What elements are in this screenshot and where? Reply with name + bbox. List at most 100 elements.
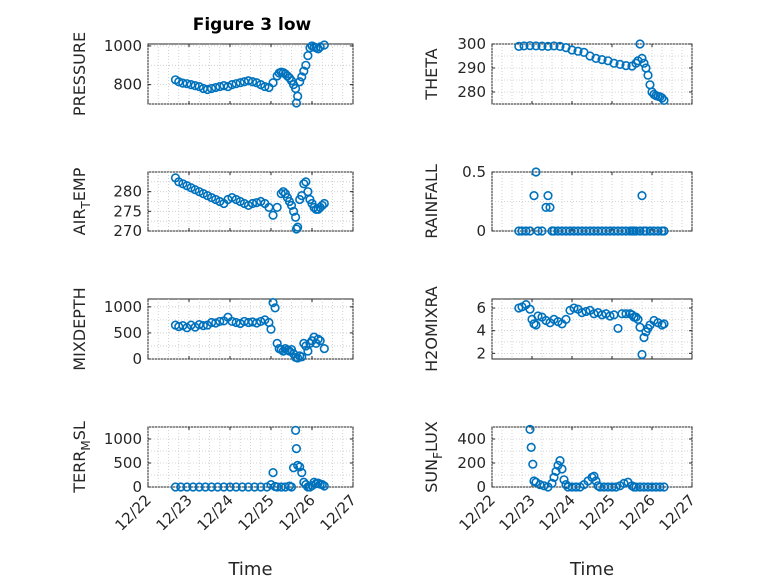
data-point — [653, 226, 663, 236]
data-point — [170, 482, 181, 492]
y-tick-label: 300 — [457, 35, 486, 53]
data-point — [295, 462, 305, 472]
data-point — [655, 482, 665, 492]
data-point — [291, 444, 302, 454]
data-point — [555, 41, 565, 52]
data-point — [299, 179, 309, 189]
y-tick-label: 270 — [113, 222, 142, 240]
data-point — [557, 464, 567, 474]
data-point — [319, 40, 329, 50]
data-point — [547, 478, 557, 489]
data-point — [569, 303, 579, 313]
y-tick-label: 800 — [113, 76, 142, 94]
y-tick-label: 500 — [113, 454, 142, 472]
x-tick-label: 12/22 — [112, 491, 155, 534]
data-point — [526, 442, 536, 453]
data-point — [543, 191, 553, 201]
data-point — [621, 309, 631, 319]
data-point — [235, 78, 245, 88]
figure-title: Figure 3 low — [193, 15, 312, 35]
data-point — [295, 77, 305, 87]
data-point — [198, 321, 208, 331]
data-point — [549, 472, 559, 483]
data-point — [186, 80, 196, 90]
data-point — [533, 226, 543, 236]
data-point — [176, 482, 186, 492]
data-point — [286, 482, 297, 492]
data-point — [268, 210, 278, 220]
x-tick-label: 12/25 — [235, 491, 278, 534]
x-tick-label: 12/23 — [153, 491, 196, 534]
data-point — [639, 58, 649, 68]
y-tick-label: 0 — [476, 478, 486, 496]
y-tick-label: 500 — [113, 324, 142, 342]
data-point — [581, 306, 591, 317]
data-point — [227, 316, 237, 327]
data-point — [288, 206, 299, 216]
x-tick-label: 12/25 — [576, 491, 619, 534]
x-tick-label: 12/27 — [317, 491, 360, 534]
x-tick-label: 12/26 — [616, 491, 659, 534]
y-axis-label: THETA — [422, 48, 441, 100]
data-point — [206, 482, 217, 492]
data-point — [659, 226, 669, 236]
y-tick-label: 1000 — [104, 298, 142, 316]
data-point — [643, 70, 653, 80]
data-point — [200, 482, 210, 492]
data-point — [309, 477, 319, 487]
y-tick-label: 0 — [132, 350, 142, 368]
data-point — [182, 482, 192, 492]
data-point — [525, 304, 535, 314]
data-point — [531, 41, 541, 51]
data-point — [276, 345, 286, 355]
data-point — [260, 81, 270, 92]
y-axis-label: TERRMSL — [70, 421, 93, 494]
data-point — [528, 459, 538, 469]
data-point — [301, 177, 311, 187]
data-point — [525, 41, 535, 51]
data-point — [280, 482, 290, 492]
data-point — [533, 311, 543, 321]
y-axis-label: PRESSURE — [70, 32, 89, 116]
data-point — [531, 320, 541, 330]
x-tick-label: 12/22 — [456, 491, 499, 534]
data-point — [305, 338, 315, 348]
data-point — [319, 198, 329, 209]
data-point — [215, 316, 225, 327]
data-point — [561, 314, 571, 324]
y-tick-label: 1000 — [104, 430, 142, 448]
data-point — [231, 79, 241, 89]
x-tick-label: 12/26 — [276, 491, 319, 534]
data-point — [514, 41, 524, 52]
data-point — [631, 312, 641, 322]
data-point — [272, 202, 282, 212]
data-point — [657, 93, 667, 103]
data-point — [319, 481, 329, 491]
data-point — [178, 78, 188, 88]
data-point — [278, 346, 288, 356]
y-tick-label: 6 — [476, 299, 486, 317]
data-point — [211, 82, 221, 93]
data-point — [301, 60, 311, 70]
data-point — [615, 59, 625, 70]
data-point — [609, 58, 619, 68]
data-point — [659, 319, 669, 329]
y-tick-label: 275 — [113, 202, 142, 220]
data-point — [293, 460, 303, 471]
x-tick-label: 12/24 — [536, 491, 579, 534]
data-point — [299, 338, 309, 348]
data-point — [635, 226, 645, 236]
data-point — [573, 46, 583, 56]
data-point — [637, 191, 647, 201]
data-point — [270, 303, 280, 313]
data-point — [639, 332, 649, 343]
data-point — [243, 482, 254, 492]
data-point — [313, 334, 323, 344]
data-point — [635, 39, 645, 49]
y-tick-label: 200 — [457, 454, 486, 472]
chart-panel: 280 290 300 THETA — [422, 35, 693, 105]
data-point — [174, 77, 184, 87]
y-axis-label: RAINFALL — [422, 164, 441, 239]
